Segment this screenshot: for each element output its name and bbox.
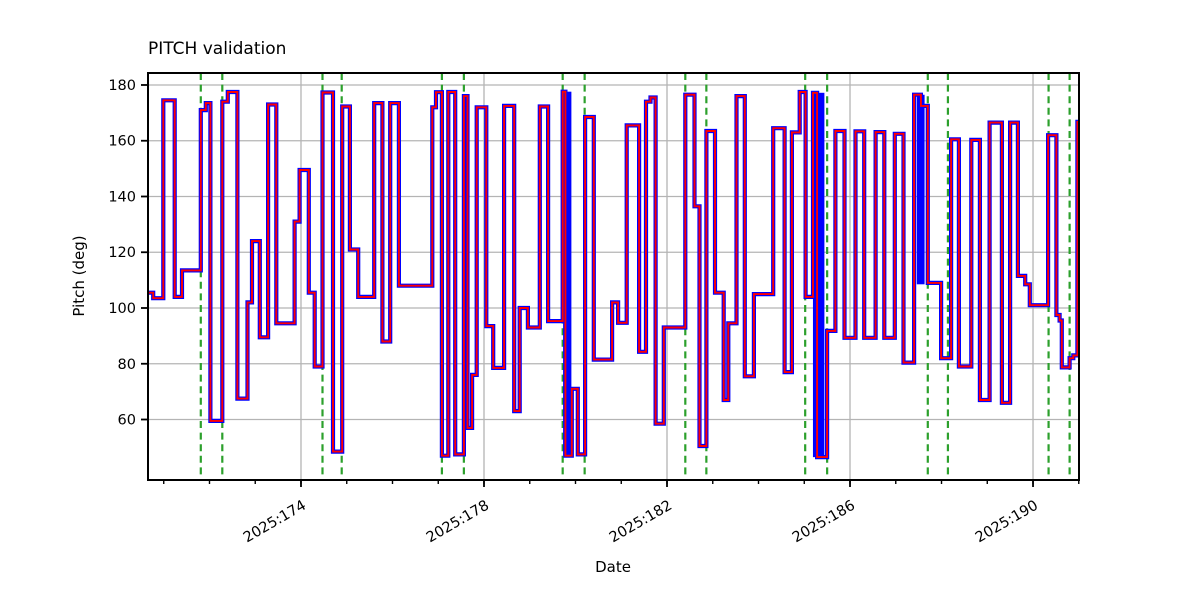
y-tick-label: 120 (108, 245, 136, 261)
y-tick-label: 180 (108, 78, 136, 94)
series-pitch-reference-overlay (148, 90, 1079, 459)
x-tick-label: 2025:174 (241, 498, 309, 547)
x-tick-label: 2025:182 (607, 498, 675, 547)
y-tick-label: 140 (108, 189, 136, 205)
chart-title: PITCH validation (148, 39, 287, 59)
axes-spines (147, 72, 1080, 481)
y-tick-label: 100 (108, 301, 136, 317)
dense-sampling-band (916, 94, 925, 285)
y-tick-label: 160 (108, 134, 136, 150)
y-tick-label: 60 (118, 413, 136, 429)
y-tick-label: 80 (118, 357, 136, 373)
x-tick-label: 2025:186 (790, 498, 858, 547)
x-axis-label: Date (595, 558, 631, 576)
series-pitch-telemetry (148, 89, 1079, 460)
x-tick-label: 2025:190 (973, 498, 1041, 547)
x-tick-label: 2025:178 (424, 498, 492, 547)
